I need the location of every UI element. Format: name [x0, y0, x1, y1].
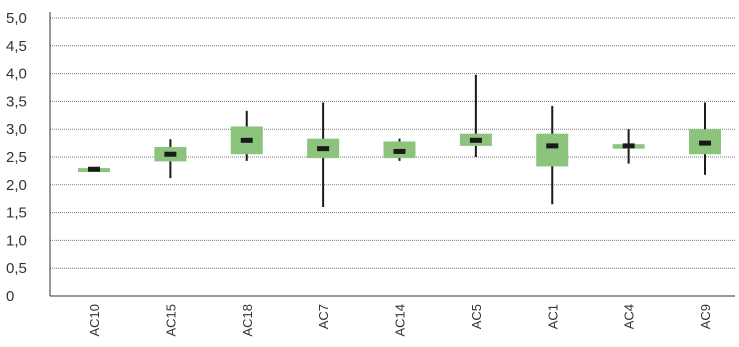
y-tick-label: 3,0	[6, 121, 27, 138]
median-marker	[622, 143, 635, 149]
x-tick-label: AC1	[545, 304, 560, 329]
x-axis-ticks: AC10 AC15 AC18 AC7 AC14 AC5 AC1 AC4 AC9	[87, 304, 713, 337]
median-marker	[469, 137, 482, 143]
x-tick-label: AC9	[698, 304, 713, 329]
y-tick-label: 3,5	[6, 93, 27, 110]
y-tick-label: 1,5	[6, 205, 27, 222]
median-marker	[88, 166, 100, 172]
x-tick-label: AC5	[469, 304, 484, 329]
boxes	[78, 74, 721, 208]
x-tick-label: AC15	[163, 304, 178, 337]
axes	[49, 12, 735, 297]
y-tick-label: 5,0	[6, 10, 27, 27]
y-tick-label: 0	[6, 288, 14, 305]
median-marker	[240, 137, 253, 143]
median-marker	[546, 143, 559, 149]
median-marker	[317, 146, 330, 152]
median-marker	[164, 151, 177, 157]
box	[536, 133, 569, 167]
y-tick-label: 4,5	[6, 38, 27, 55]
x-tick-label: AC14	[393, 304, 408, 337]
x-tick-label: AC10	[87, 304, 102, 337]
y-tick-label: 0,5	[6, 260, 27, 277]
median-marker	[699, 140, 711, 146]
y-tick-label: 1,0	[6, 232, 27, 249]
x-tick-label: AC4	[622, 304, 637, 329]
median-marker	[393, 148, 406, 154]
x-tick-label: AC7	[316, 304, 331, 329]
y-axis-ticks: 0 0,5 1,0 1,5 2,0 2,5 3,0 3,5 4,0 4,5 5,0	[6, 10, 27, 305]
y-tick-label: 2,5	[6, 149, 27, 166]
x-tick-label: AC18	[240, 304, 255, 337]
y-tick-label: 2,0	[6, 177, 27, 194]
y-tick-label: 4,0	[6, 66, 27, 83]
